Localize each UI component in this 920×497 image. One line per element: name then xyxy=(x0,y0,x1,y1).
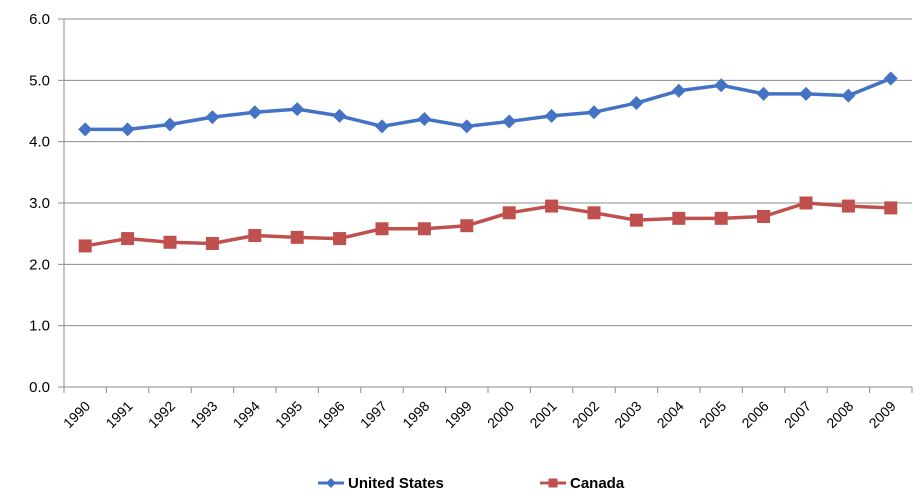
data-point-diamond xyxy=(417,111,432,126)
data-point-diamond xyxy=(544,108,559,123)
data-point-square xyxy=(884,201,898,215)
x-tick-label: 2006 xyxy=(738,398,771,431)
x-tick-label: 1998 xyxy=(399,398,432,431)
x-tick-label: 2004 xyxy=(654,398,687,431)
data-point-square xyxy=(799,196,813,210)
data-point-square xyxy=(163,235,177,249)
legend-marker-square xyxy=(548,478,558,488)
data-point-square xyxy=(78,239,92,253)
x-tick-label: 1997 xyxy=(357,398,390,431)
x-tick-label: 2005 xyxy=(696,398,729,431)
data-point-square xyxy=(672,211,686,225)
y-tick-label: 5.0 xyxy=(29,72,50,89)
data-point-diamond xyxy=(205,110,220,125)
data-point-square xyxy=(545,199,559,213)
data-point-diamond xyxy=(841,88,856,103)
data-point-square xyxy=(248,229,262,243)
data-point-square xyxy=(757,209,771,223)
x-tick-label: 1995 xyxy=(272,398,305,431)
x-tick-label: 2007 xyxy=(781,398,814,431)
legend-label: Canada xyxy=(570,475,625,492)
data-point-square xyxy=(460,219,474,233)
data-point-diamond xyxy=(78,122,93,137)
data-point-square xyxy=(587,206,601,220)
x-tick-label: 2003 xyxy=(611,398,644,431)
data-point-diamond xyxy=(120,122,135,137)
x-tick-label: 1999 xyxy=(442,398,475,431)
data-point-diamond xyxy=(714,78,729,93)
data-point-square xyxy=(333,232,347,246)
x-tick-label: 1992 xyxy=(145,398,178,431)
data-point-diamond xyxy=(587,105,601,120)
data-point-square xyxy=(375,222,389,236)
series-line xyxy=(84,201,891,248)
data-point-square xyxy=(290,230,304,244)
x-tick-label: 2000 xyxy=(484,398,517,431)
data-point-diamond xyxy=(629,96,644,111)
x-tick-label: 1994 xyxy=(230,398,263,431)
y-tick-label: 2.0 xyxy=(29,256,50,273)
data-point-diamond xyxy=(290,102,305,117)
legend-item-united-states: United States xyxy=(318,475,444,492)
data-point-square xyxy=(629,213,643,227)
data-point-diamond xyxy=(799,86,813,101)
x-tick-label: 1991 xyxy=(102,398,135,431)
y-tick-label: 1.0 xyxy=(29,318,50,335)
series-canada xyxy=(78,196,898,253)
legend-marker-diamond xyxy=(326,478,336,488)
x-tick-label: 2009 xyxy=(866,398,899,431)
gridlines xyxy=(64,18,912,327)
data-point-square xyxy=(841,199,855,213)
x-tick-label: 1993 xyxy=(187,398,220,431)
x-tick-label: 1990 xyxy=(60,398,93,431)
data-point-diamond xyxy=(883,71,898,86)
axes xyxy=(58,18,913,393)
data-point-diamond xyxy=(332,108,347,123)
data-point-square xyxy=(502,206,516,220)
series-line xyxy=(85,76,892,132)
data-point-square xyxy=(205,236,219,250)
y-tick-label: 4.0 xyxy=(29,134,50,151)
data-point-square xyxy=(121,232,135,246)
data-point-diamond xyxy=(375,119,389,134)
x-tick-label: 2002 xyxy=(569,398,602,431)
data-point-diamond xyxy=(459,119,474,134)
data-point-square xyxy=(714,211,728,225)
data-point-square xyxy=(417,222,431,236)
series-united-states xyxy=(78,71,898,137)
legend-item-canada: Canada xyxy=(540,475,625,492)
legend: United States Canada xyxy=(318,475,625,492)
x-tick-label: 1996 xyxy=(314,398,347,431)
legend-label: United States xyxy=(348,475,444,492)
y-tick-label: 6.0 xyxy=(29,11,50,28)
y-tick-labels: 0.0 1.0 2.0 3.0 4.0 5.0 6.0 xyxy=(29,11,50,396)
y-tick-label: 3.0 xyxy=(29,195,50,212)
data-point-diamond xyxy=(163,117,177,132)
data-point-diamond xyxy=(502,114,517,129)
x-tick-label: 2001 xyxy=(526,398,559,431)
data-point-diamond xyxy=(247,105,262,120)
x-tick-labels: 1990 1991 1992 1993 1994 1995 1996 1997 1998 1999… xyxy=(60,398,899,431)
y-tick-label: 0.0 xyxy=(29,379,50,396)
data-point-diamond xyxy=(671,83,686,98)
data-point-diamond xyxy=(756,86,771,101)
series-lines xyxy=(78,71,898,253)
x-tick-label: 2008 xyxy=(823,398,856,431)
